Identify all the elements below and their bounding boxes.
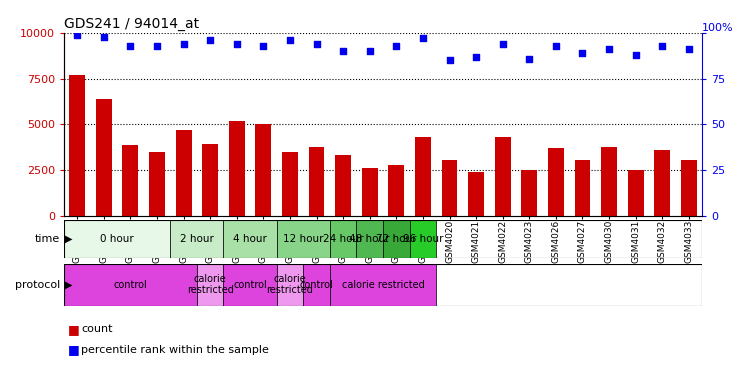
Text: control: control	[233, 280, 267, 290]
Point	[577, 50, 589, 56]
Bar	[170, 220, 224, 258]
Point	[98, 34, 110, 40]
Bar	[468, 172, 484, 216]
Text: 4 hour: 4 hour	[233, 234, 267, 244]
Bar	[224, 264, 276, 306]
Point	[550, 43, 562, 49]
Point	[204, 37, 216, 43]
Bar	[442, 160, 457, 216]
Text: 96 hour: 96 hour	[403, 234, 443, 244]
Bar	[64, 264, 197, 306]
Text: ▶: ▶	[65, 234, 73, 244]
Bar	[330, 220, 357, 258]
Bar	[309, 147, 324, 216]
Bar	[575, 160, 590, 216]
Text: 100%: 100%	[702, 23, 734, 33]
Point	[337, 48, 349, 54]
Bar	[409, 220, 436, 258]
Point	[603, 46, 615, 52]
Point	[656, 43, 668, 49]
Point	[417, 36, 429, 41]
Point	[177, 41, 189, 47]
Bar	[176, 130, 192, 216]
Point	[683, 46, 695, 52]
Text: 48 hour: 48 hour	[349, 234, 390, 244]
Bar	[202, 144, 218, 216]
Text: ■: ■	[68, 323, 80, 336]
Bar	[628, 170, 644, 216]
Bar	[388, 165, 404, 216]
Text: count: count	[81, 324, 113, 335]
Point	[258, 43, 270, 49]
Point	[125, 43, 137, 49]
Text: 72 hour: 72 hour	[376, 234, 417, 244]
Text: control: control	[300, 280, 333, 290]
Bar	[149, 152, 165, 216]
Point	[71, 32, 83, 38]
Point	[444, 57, 456, 63]
Text: calorie restricted: calorie restricted	[342, 280, 424, 290]
Text: time: time	[35, 234, 60, 244]
Bar	[64, 220, 170, 258]
Bar	[357, 220, 383, 258]
Bar	[276, 264, 303, 306]
Point	[151, 43, 163, 49]
Point	[629, 52, 641, 58]
Bar	[69, 75, 85, 216]
Point	[523, 56, 535, 61]
Bar	[335, 154, 351, 216]
Bar	[415, 137, 431, 216]
Bar	[548, 148, 564, 216]
Bar	[276, 220, 330, 258]
Bar	[122, 145, 138, 216]
Text: calorie
restricted: calorie restricted	[267, 274, 313, 295]
Text: GDS241 / 94014_at: GDS241 / 94014_at	[64, 16, 199, 30]
Bar	[197, 264, 224, 306]
Text: 12 hour: 12 hour	[283, 234, 324, 244]
Text: calorie
restricted: calorie restricted	[187, 274, 234, 295]
Point	[363, 48, 376, 54]
Point	[284, 37, 296, 43]
Text: 0 hour: 0 hour	[100, 234, 134, 244]
Bar	[521, 170, 537, 216]
Bar	[282, 152, 298, 216]
Text: 2 hour: 2 hour	[180, 234, 214, 244]
Bar	[601, 147, 617, 216]
Bar	[362, 168, 378, 216]
Point	[496, 41, 508, 47]
Bar	[495, 137, 511, 216]
Bar	[229, 121, 245, 216]
Text: percentile rank within the sample: percentile rank within the sample	[81, 344, 269, 355]
Point	[310, 41, 322, 47]
Bar	[330, 264, 436, 306]
Bar	[224, 220, 276, 258]
Bar	[383, 220, 409, 258]
Point	[231, 41, 243, 47]
Text: control: control	[113, 280, 147, 290]
Bar	[681, 160, 697, 216]
Text: ■: ■	[68, 343, 80, 356]
Text: 24 hour: 24 hour	[323, 234, 363, 244]
Point	[470, 54, 482, 60]
Bar	[255, 124, 271, 216]
Bar	[303, 264, 330, 306]
Bar	[96, 99, 112, 216]
Point	[391, 43, 403, 49]
Text: protocol: protocol	[15, 280, 60, 290]
Bar	[654, 150, 671, 216]
Text: ▶: ▶	[65, 280, 73, 290]
